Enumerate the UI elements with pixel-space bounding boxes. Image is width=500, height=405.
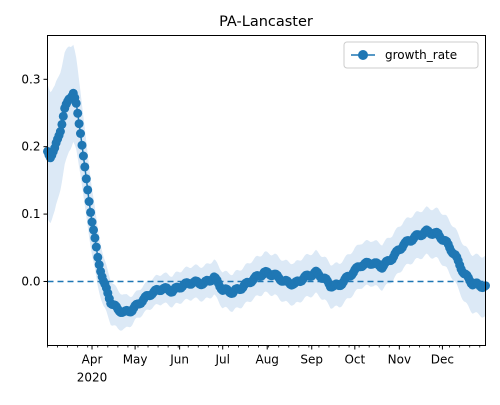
data-point <box>58 111 68 121</box>
x-axis-ticks: Apr 2020 May Jun Jul Aug Sep Oct Nov Dec <box>47 345 481 385</box>
legend: growth_rate <box>343 41 479 69</box>
data-point <box>94 260 104 270</box>
x-tick-label: Apr <box>82 353 103 367</box>
data-point <box>55 127 65 136</box>
legend-marker-swatch <box>358 50 368 60</box>
data-point <box>84 197 94 206</box>
data-point <box>80 162 90 172</box>
data-point <box>78 151 88 161</box>
data-point <box>73 108 83 118</box>
data-point <box>87 217 97 227</box>
legend-box <box>343 41 479 69</box>
data-point <box>57 119 67 129</box>
data-point <box>81 174 91 184</box>
x-tick-label: Dec <box>431 353 454 367</box>
y-tick-label: 0.0 <box>21 274 40 288</box>
data-point <box>90 233 100 243</box>
y-axis-ticks: 0.0 0.1 0.2 0.3 <box>21 72 48 288</box>
x-tick-label: Nov <box>388 353 411 367</box>
data-point <box>86 207 96 217</box>
x-tick-label: May <box>123 353 148 367</box>
x-tick-label: Aug <box>255 353 278 367</box>
chart-title: PA-Lancaster <box>219 14 313 30</box>
confidence-band-layer <box>47 44 486 331</box>
confidence-band <box>47 44 486 331</box>
x-tick-label: Jun <box>169 353 189 367</box>
plot-frame <box>47 35 486 346</box>
series-marker-layer <box>43 88 490 317</box>
x-tick-year-label: 2020 <box>77 371 108 385</box>
y-tick-label: 0.1 <box>21 207 40 221</box>
legend-label-growth-rate: growth_rate <box>385 48 457 62</box>
x-tick-label: Sep <box>300 353 323 367</box>
data-point <box>93 252 103 262</box>
data-point <box>91 242 101 252</box>
data-point <box>77 140 87 150</box>
data-point <box>76 129 85 138</box>
data-point <box>74 119 84 129</box>
x-tick-label: Oct <box>344 353 365 367</box>
data-point <box>83 185 93 195</box>
data-point <box>71 98 81 108</box>
y-tick-label: 0.2 <box>21 140 40 154</box>
x-tick-label: Jul <box>214 353 229 367</box>
data-point <box>89 225 98 235</box>
y-tick-label: 0.3 <box>21 72 40 86</box>
